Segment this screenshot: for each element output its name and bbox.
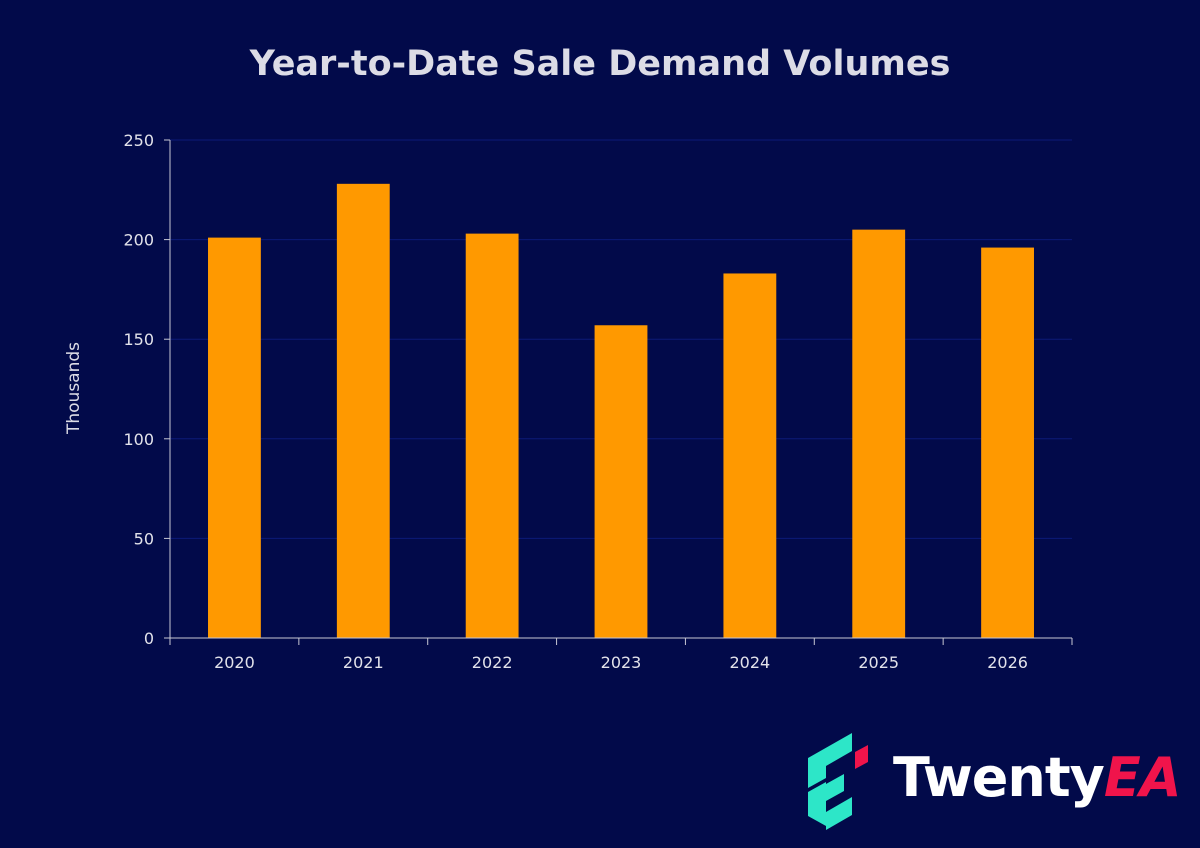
y-tick-label: 100 — [123, 430, 154, 449]
x-tick-label: 2020 — [214, 653, 255, 672]
y-axis-label: Thousands — [64, 342, 84, 435]
logo-wordmark: TwentyEA — [893, 746, 1181, 809]
bar — [852, 229, 906, 638]
bar — [723, 273, 777, 638]
x-tick-label: 2024 — [729, 653, 770, 672]
y-tick-label: 250 — [123, 131, 154, 150]
y-tick-label: 200 — [123, 231, 154, 250]
y-tick-labels: 0 50 100 150 200 250 — [123, 131, 154, 648]
bars — [208, 183, 1034, 638]
axes — [164, 139, 1073, 645]
x-tick-labels: 2020 2021 2022 2023 2024 2025 2026 — [214, 653, 1028, 672]
chart-title: Year-to-Date Sale Demand Volumes — [249, 44, 951, 84]
y-tick-label: 0 — [144, 629, 154, 648]
y-tick-label: 150 — [123, 330, 154, 349]
x-tick-label: 2021 — [343, 653, 384, 672]
bar — [594, 325, 648, 638]
x-tick-label: 2026 — [987, 653, 1028, 672]
logo-word-accent: EA — [1104, 746, 1181, 809]
x-tick-label: 2023 — [601, 653, 642, 672]
bar — [465, 233, 519, 638]
logo-word-main: Twenty — [893, 746, 1105, 809]
bar — [336, 183, 390, 638]
x-tick-label: 2022 — [472, 653, 513, 672]
bar — [208, 237, 261, 638]
x-tick-label: 2025 — [858, 653, 899, 672]
twentyea-logo: TwentyEA — [808, 733, 1182, 830]
bar — [981, 247, 1034, 638]
y-tick-label: 50 — [134, 529, 154, 548]
logo-mark-icon — [808, 733, 868, 830]
